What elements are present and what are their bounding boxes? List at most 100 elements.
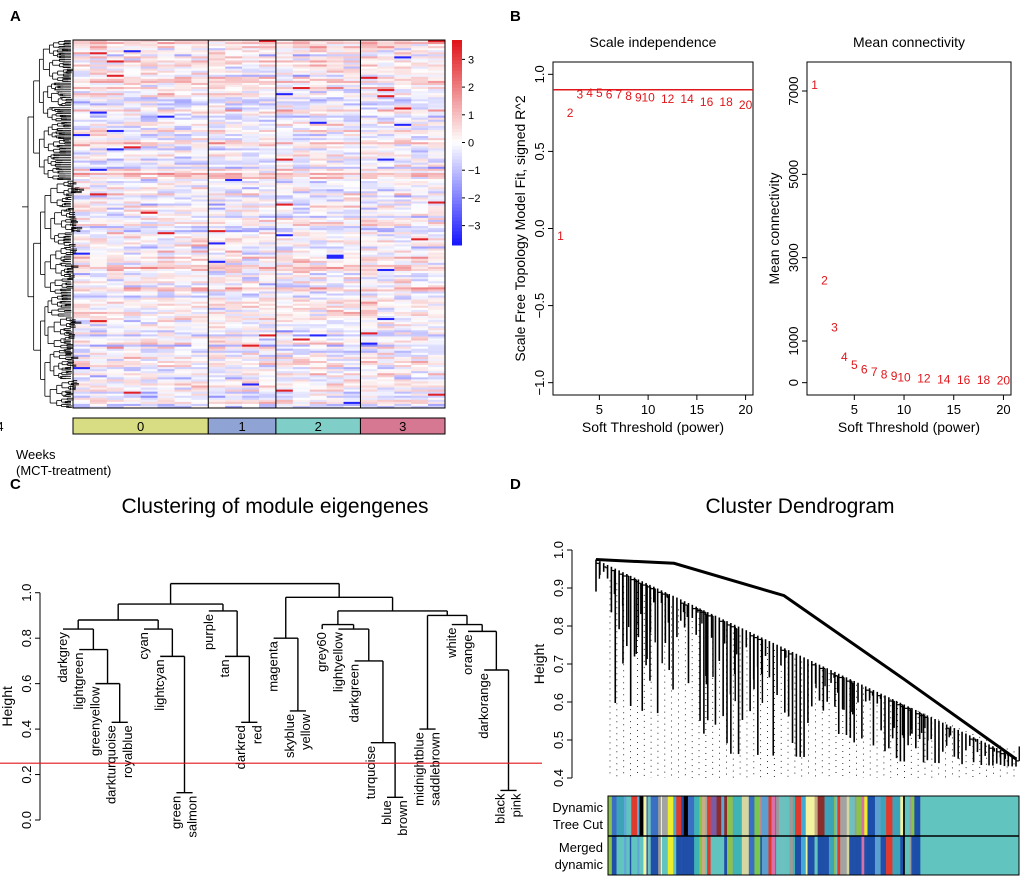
heatmap-cell: [360, 305, 378, 309]
heatmap-cell: [428, 127, 446, 131]
heatmap-cell: [343, 68, 361, 72]
heatmap-cell: [89, 201, 108, 204]
heatmap-cell: [73, 305, 91, 309]
heatmap-cell: [394, 226, 412, 229]
heatmap-cell: [428, 179, 446, 182]
heatmap-cell: [140, 266, 158, 270]
heatmap-cell: [394, 322, 412, 325]
heatmap-cell: [191, 103, 209, 106]
heatmap-cell: [242, 273, 260, 276]
heatmap-cell: [259, 363, 277, 366]
module-leaf-label: purple: [201, 614, 216, 650]
heatmap-cell: [157, 240, 175, 243]
heatmap-cell: [292, 242, 311, 245]
heatmap-cell: [428, 78, 446, 82]
heatmap-cell: [309, 60, 328, 63]
heatmap-cell: [174, 76, 192, 80]
heatmap-cell: [428, 193, 446, 196]
heatmap-cell: [394, 332, 412, 335]
heatmap-cell: [411, 363, 429, 366]
heatmap-cell: [140, 211, 158, 215]
heatmap-cell: [377, 318, 395, 321]
heatmap-cell: [377, 344, 395, 348]
heatmap-cell: [225, 291, 243, 294]
heatmap-cell: [123, 209, 142, 213]
heatmap-cell: [106, 256, 125, 260]
heatmap-cell: [394, 313, 412, 317]
heatmap-cell: [225, 324, 243, 327]
heatmap-cell: [360, 193, 378, 196]
heatmap-cell: [157, 179, 175, 182]
heatmap-cell: [157, 172, 175, 176]
heatmap-cell: [326, 320, 344, 323]
heatmap-cell: [174, 262, 192, 266]
heatmap-cell: [174, 389, 192, 393]
heatmap-cell: [428, 264, 446, 268]
heatmap-cell: [377, 42, 395, 45]
heatmap-cell: [123, 187, 142, 190]
heatmap-cell: [89, 373, 108, 376]
color-scale-step: [452, 139, 462, 143]
heatmap-cell: [428, 46, 446, 49]
heatmap-cell: [73, 213, 91, 217]
heatmap-cell: [191, 140, 209, 143]
heatmap-cell: [275, 242, 294, 245]
heatmap-cell: [428, 172, 446, 176]
heatmap-cell: [242, 60, 260, 63]
heatmap-cell: [292, 352, 311, 356]
heatmap-cell: [174, 268, 192, 272]
heatmap-cell: [157, 346, 175, 350]
module-color-segment: [616, 796, 625, 836]
heatmap-cell: [428, 144, 446, 147]
heatmap-cell: [225, 168, 243, 172]
heatmap-cell: [106, 215, 125, 219]
heatmap-cell: [309, 146, 328, 149]
heatmap-cell: [191, 156, 209, 159]
heatmap-cell: [106, 179, 125, 182]
heatmap-cell: [275, 346, 294, 350]
heatmap-cell: [208, 154, 226, 157]
heatmap-cell: [428, 42, 446, 45]
heatmap-cell: [225, 389, 243, 393]
heatmap-cell: [191, 119, 209, 123]
heatmap-cell: [208, 358, 226, 362]
heatmap-cell: [73, 91, 91, 94]
heatmap-cell: [89, 113, 108, 117]
heatmap-cell: [157, 342, 175, 346]
heatmap-cell: [275, 64, 294, 67]
heatmap-cell: [73, 379, 91, 382]
heatmap-cell: [309, 385, 328, 388]
heatmap-cell: [326, 236, 344, 239]
heatmap-cell: [326, 313, 344, 317]
heatmap-cell: [157, 236, 175, 239]
heatmap-cell: [106, 336, 125, 339]
heatmap-cell: [191, 99, 209, 102]
heatmap-cell: [343, 191, 361, 194]
heatmap-cell: [411, 397, 429, 401]
heatmap-cell: [157, 383, 175, 386]
heatmap-cell: [157, 350, 175, 354]
heatmap-cell: [292, 338, 311, 341]
heatmap-cell: [123, 381, 142, 384]
heatmap-cell: [191, 132, 209, 135]
heatmap-cell: [309, 109, 328, 112]
heatmap-cell: [89, 117, 108, 121]
module-color-segment: [608, 836, 613, 875]
heatmap-cell: [309, 213, 328, 217]
heatmap-cell: [360, 117, 378, 121]
heatmap-cell: [377, 48, 395, 51]
heatmap-cell: [225, 273, 243, 276]
heatmap-cell: [411, 78, 429, 82]
heatmap-cell: [140, 281, 158, 284]
heatmap-cell: [174, 277, 192, 280]
heatmap-cell: [326, 224, 344, 227]
heatmap-cell: [259, 277, 277, 280]
heatmap-cell: [360, 82, 378, 86]
heatmap-cell: [225, 54, 243, 57]
heatmap-cell: [191, 281, 209, 284]
heatmap-cell: [174, 46, 192, 49]
heatmap-cell: [411, 393, 429, 397]
heatmap-cell: [242, 48, 260, 51]
heatmap-cell: [225, 256, 243, 260]
heatmap-cell: [394, 203, 412, 206]
